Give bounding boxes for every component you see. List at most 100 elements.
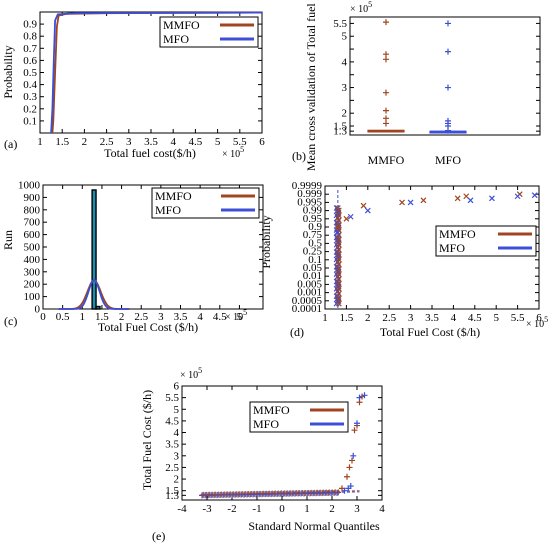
y-tick-label: 400 xyxy=(24,254,41,266)
y-tick-label: 1.3 xyxy=(165,490,179,502)
x-axis-label: Total Fuel Cost ($/h) xyxy=(98,320,198,334)
legend-box xyxy=(151,187,260,219)
x-tick-label: 2.5 xyxy=(134,311,148,323)
x-tick-label: -3 xyxy=(202,503,212,515)
data-point-mmfo xyxy=(351,427,358,434)
x-tick-label: 5 xyxy=(493,312,499,324)
data-point-mmfo xyxy=(463,193,470,200)
y-tick-label: 6 xyxy=(174,381,180,393)
y-tick-label: 0.95 xyxy=(303,213,323,225)
y-tick-label: 3 xyxy=(342,82,348,94)
panel-label: (d) xyxy=(290,325,304,339)
y-tick-label: 5 xyxy=(342,31,348,43)
panel-label: (a) xyxy=(4,137,17,151)
x-tick-label: -4 xyxy=(177,503,187,515)
x-tick-label: 2 xyxy=(82,136,88,148)
x-tick-label: 3 xyxy=(158,311,164,323)
reference-line xyxy=(201,490,360,496)
data-point-mfo xyxy=(347,483,354,490)
y-tick-label: 0.3 xyxy=(23,91,37,103)
y-tick-label: 2 xyxy=(342,108,348,120)
y-tick-label: 4 xyxy=(342,56,348,68)
x-tick-label: 4.5 xyxy=(213,311,227,323)
y-tick-label: 5.5 xyxy=(165,392,179,404)
data-point-mfo xyxy=(407,199,414,206)
y-tick-label: 500 xyxy=(24,242,41,254)
x-tick-label: 4 xyxy=(379,503,385,515)
x-tick-label: 4 xyxy=(197,311,203,323)
x-tick-label: 0.5 xyxy=(56,311,70,323)
outlier-mfo xyxy=(445,117,451,124)
data-point-mfo xyxy=(341,487,348,494)
outlier-mmfo xyxy=(383,51,389,58)
y-tick-label: 0.001 xyxy=(297,287,322,299)
outlier-mfo xyxy=(445,20,451,27)
outlier-mmfo xyxy=(383,89,389,96)
x-tick-label: 2.5 xyxy=(382,312,396,324)
y-tick-label: 0.005 xyxy=(297,278,322,290)
x-tick-label: 1 xyxy=(304,503,310,515)
fit-curve-mfo xyxy=(58,278,130,310)
x-tick-label: 2 xyxy=(329,503,335,515)
x-tick-label: 6 xyxy=(259,136,265,148)
y-tick-label: 5 xyxy=(174,404,180,416)
data-point-mfo xyxy=(514,193,521,200)
outlier-mfo xyxy=(445,48,451,55)
y-tick-label: 0.999 xyxy=(297,188,322,200)
axis-multiplier: × 105 xyxy=(225,308,247,323)
legend-box xyxy=(159,16,259,48)
axis-multiplier: × 105 xyxy=(222,145,244,160)
y-tick-label: 0.01 xyxy=(303,270,322,282)
axis-multiplier: × 105 xyxy=(526,315,548,330)
x-tick-label: -2 xyxy=(227,503,236,515)
x-tick-label: 4 xyxy=(170,136,176,148)
axis-multiplier: × 105 xyxy=(180,366,202,381)
series-line-mfo xyxy=(50,11,263,134)
legend-label-mmfo: MMFO xyxy=(163,18,200,32)
legend-box xyxy=(435,225,537,257)
legend-label-mmfo: MMFO xyxy=(253,403,290,417)
panel-e-qq-plot: -4 -3 -2 -1 0 1 2 3 41.31.522.533.544.555.56MMFO… xyxy=(140,366,385,543)
x-tick-label: 1 xyxy=(37,136,43,148)
x-tick-label: 3.5 xyxy=(144,136,158,148)
x-tick-label: 3 xyxy=(126,136,132,148)
y-tick-label: 0.4 xyxy=(23,79,37,91)
y-tick-label: 4 xyxy=(174,427,180,439)
legend-label-mfo: MFO xyxy=(155,203,181,217)
y-tick-label: 0 xyxy=(35,304,41,316)
data-point-mmfo xyxy=(335,300,342,307)
y-axis-label: Mean cross validation of Total fuel cost xyxy=(304,0,318,171)
data-point-mmfo xyxy=(360,202,367,209)
y-axis-label: Probability xyxy=(259,215,273,268)
y-tick-label: 800 xyxy=(24,204,41,216)
y-tick-label: 0.9999 xyxy=(292,180,323,192)
y-tick-label: 0.0001 xyxy=(292,303,322,315)
x-axis-label: Standard Normal Quantiles xyxy=(248,519,380,533)
y-tick-label: 5.5 xyxy=(333,18,347,30)
y-tick-label: 1.3 xyxy=(333,126,347,138)
x-axis-label: Total fuel cost($/h) xyxy=(104,146,196,160)
reference-line xyxy=(201,491,360,496)
y-tick-label: 100 xyxy=(24,291,41,303)
outlier-mmfo xyxy=(383,115,389,122)
data-point-mmfo xyxy=(343,215,350,222)
data-point-mfo xyxy=(531,192,538,199)
data-point-mmfo xyxy=(454,195,461,202)
y-tick-label: 0.8 xyxy=(23,31,37,43)
y-tick-label: 0.1 xyxy=(23,115,37,127)
y-tick-label: 3.5 xyxy=(165,439,179,451)
data-point-mmfo xyxy=(349,457,355,464)
axis-multiplier: × 105 xyxy=(350,0,372,15)
y-tick-label: 0.05 xyxy=(303,262,323,274)
y-tick-label: 0.7 xyxy=(23,43,37,55)
data-point-mmfo xyxy=(344,473,350,480)
x-tick-label: 1.5 xyxy=(95,311,109,323)
panel-label: (b) xyxy=(292,149,306,163)
x-axis-label: Total Fuel Cost ($/h) xyxy=(380,325,480,339)
panel-d-probability-plot: 1 1.5 2 2.5 3 3.5 4 4.5 5 5.5 60.00010.00050.0010.… xyxy=(259,180,548,339)
x-tick-label: 1 xyxy=(322,312,328,324)
x-tick-label: 3 xyxy=(408,312,414,324)
x-tick-label: 1.5 xyxy=(55,136,69,148)
legend-label-mmfo: MMFO xyxy=(439,227,476,241)
